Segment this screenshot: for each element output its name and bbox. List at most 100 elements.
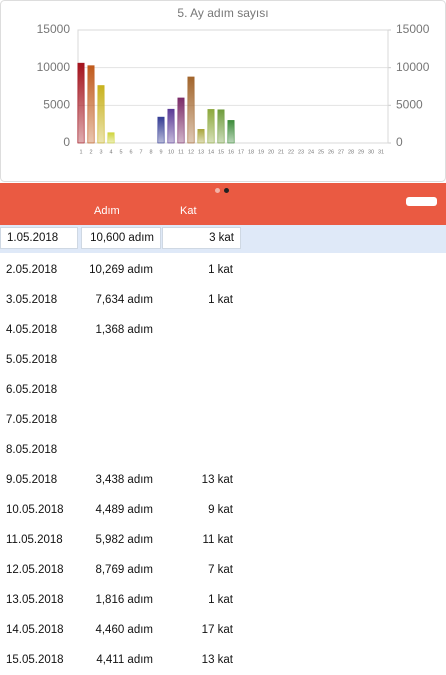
x-tick-label: 19 — [258, 149, 264, 155]
y-tick-label: 15000 — [37, 22, 71, 36]
date-cell: 14.05.2018 — [6, 624, 64, 636]
date-cell: 15.05.2018 — [6, 654, 64, 666]
x-tick-label: 22 — [288, 149, 294, 155]
date-cell: 3.05.2018 — [6, 294, 58, 306]
date-cell: 10.05.2018 — [6, 504, 64, 516]
steps-cell: 5,982 adım — [95, 534, 153, 546]
bar — [77, 62, 85, 144]
x-tick-label: 14 — [208, 149, 214, 155]
steps-cell: 8,769 adım — [95, 564, 153, 576]
table-row[interactable]: 15.05.2018 4,411 adım 13 kat — [0, 645, 446, 675]
date-cell: 12.05.2018 — [6, 564, 64, 576]
y2-tick-label: 0 — [396, 135, 403, 149]
date-cell: 13.05.2018 — [6, 594, 64, 606]
table-row[interactable]: 13.05.2018 1,816 adım 1 kat — [0, 585, 446, 615]
x-tick-label: 26 — [328, 149, 334, 155]
x-tick-label: 15 — [218, 149, 224, 155]
steps-cell: 7,634 adım — [95, 294, 153, 306]
header-floors: Kat — [180, 205, 197, 217]
floors-cell: 11 kat — [202, 534, 233, 546]
bar — [157, 116, 165, 144]
steps-cell: 4,460 adım — [95, 624, 153, 636]
x-tick-label: 28 — [348, 149, 354, 155]
table-row[interactable]: 4.05.2018 1,368 adım — [0, 315, 446, 345]
floors-cell: 13 kat — [201, 474, 233, 486]
x-tick-label: 29 — [358, 149, 364, 155]
floors-cell: 1 kat — [208, 594, 233, 606]
x-tick-label: 27 — [338, 149, 344, 155]
x-tick-label: 25 — [318, 149, 324, 155]
y-tick-label: 5000 — [43, 98, 70, 112]
table-header: Adım Kat — [0, 183, 446, 225]
bar — [207, 109, 215, 144]
x-tick-label: 11 — [178, 149, 184, 155]
table-row[interactable]: 9.05.2018 3,438 adım 13 kat — [0, 465, 446, 495]
y-tick-label: 10000 — [37, 60, 71, 74]
x-tick-label: 24 — [308, 149, 314, 155]
date-cell: 5.05.2018 — [6, 354, 58, 366]
x-tick-label: 10 — [168, 149, 174, 155]
table-row[interactable]: 7.05.2018 — [0, 405, 446, 435]
x-tick-label: 21 — [278, 149, 284, 155]
bar — [177, 97, 185, 144]
x-tick-label: 3 — [99, 149, 102, 155]
floors-cell: 1 kat — [208, 294, 233, 306]
table-row[interactable]: 3.05.2018 7,634 adım 1 kat — [0, 285, 446, 315]
bar — [187, 76, 195, 144]
floors-cell: 9 kat — [208, 504, 233, 516]
floors-cell: 13 kat — [201, 654, 233, 666]
x-tick-label: 1 — [79, 149, 82, 155]
table-row[interactable]: 10.05.2018 4,489 adım 9 kat — [0, 495, 446, 525]
x-tick-label: 30 — [368, 149, 374, 155]
floors-cell: 17 kat — [201, 624, 233, 636]
x-tick-label: 7 — [139, 149, 142, 155]
table-row[interactable]: 5.05.2018 — [0, 345, 446, 375]
steps-cell: 4,489 adım — [95, 504, 153, 516]
bar — [87, 65, 95, 144]
chart: 5. Ay adım sayısı 0 5000 10000 15000 0 5000 10… — [0, 0, 446, 182]
date-cell: 11.05.2018 — [6, 534, 63, 546]
table-row[interactable]: 1.05.2018 10,600 adım 3 kat — [0, 225, 446, 253]
steps-cell: 10,269 adım — [89, 264, 153, 276]
table-row[interactable]: 12.05.2018 8,769 adım 7 kat — [0, 555, 446, 585]
bar — [197, 129, 205, 144]
bar — [217, 109, 225, 144]
date-cell: 7.05.2018 — [6, 414, 58, 426]
date-cell: 1.05.2018 — [0, 227, 78, 249]
date-cell: 2.05.2018 — [6, 264, 58, 276]
date-cell: 8.05.2018 — [6, 444, 58, 456]
floors-cell: 7 kat — [208, 564, 233, 576]
date-cell: 4.05.2018 — [6, 324, 58, 336]
x-tick-label: 6 — [129, 149, 132, 155]
bar — [97, 85, 105, 144]
chart-title: 5. Ay adım sayısı — [177, 6, 268, 20]
bar — [167, 108, 175, 144]
bar — [227, 120, 235, 144]
y-tick-label: 0 — [63, 135, 70, 149]
menu-button[interactable] — [406, 197, 437, 206]
page-dot[interactable] — [215, 188, 220, 193]
table-row[interactable]: 11.05.2018 5,982 adım 11 kat — [0, 525, 446, 555]
bar — [107, 132, 115, 144]
x-tick-label: 16 — [228, 149, 234, 155]
y2-tick-label: 15000 — [396, 22, 430, 36]
x-tick-label: 12 — [188, 149, 194, 155]
x-tick-label: 8 — [149, 149, 152, 155]
steps-cell: 1,368 adım — [95, 324, 153, 336]
x-tick-label: 9 — [159, 149, 162, 155]
table-row[interactable]: 6.05.2018 — [0, 375, 446, 405]
table-row[interactable]: 2.05.2018 10,269 adım 1 kat — [0, 255, 446, 285]
date-cell: 9.05.2018 — [6, 474, 58, 486]
y2-tick-label: 10000 — [396, 60, 430, 74]
table-row[interactable]: 14.05.2018 4,460 adım 17 kat — [0, 615, 446, 645]
steps-cell: 1,816 adım — [95, 594, 153, 606]
floors-cell: 3 kat — [162, 227, 241, 249]
page-dot[interactable] — [224, 188, 229, 193]
x-tick-label: 13 — [198, 149, 204, 155]
table-row[interactable]: 8.05.2018 — [0, 435, 446, 465]
x-tick-label: 18 — [248, 149, 254, 155]
date-cell: 6.05.2018 — [6, 384, 58, 396]
header-steps: Adım — [94, 205, 120, 217]
steps-cell: 3,438 adım — [95, 474, 153, 486]
